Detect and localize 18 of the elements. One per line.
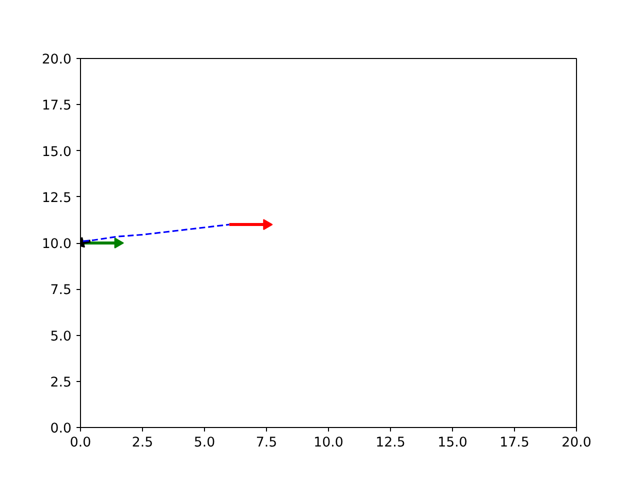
x-tick-label: 2.5 (132, 436, 154, 450)
y-tick-label: 17.5 (42, 98, 72, 114)
x-tick-label: 10.0 (314, 436, 344, 450)
y-tick-label: 10.0 (42, 237, 72, 252)
y-tick-label: 5.0 (50, 329, 72, 344)
x-tick-label: 15.0 (438, 436, 468, 450)
x-tick-label: 7.5 (256, 436, 278, 450)
y-tick-label: 12.5 (42, 190, 72, 206)
y-tick-label: 7.5 (50, 283, 72, 298)
y-tick-label: 0.0 (50, 422, 72, 436)
y-tick-label: 20.0 (42, 52, 72, 68)
x-tick-label: 0.0 (70, 436, 92, 450)
x-tick-label: 5.0 (194, 436, 216, 450)
x-tick-label: 20.0 (562, 436, 592, 450)
y-tick-label: 2.5 (50, 375, 72, 390)
x-tick-label: 17.5 (500, 436, 530, 450)
x-tick-label: 12.5 (376, 436, 406, 450)
y-tick-label: 15.0 (42, 144, 72, 160)
